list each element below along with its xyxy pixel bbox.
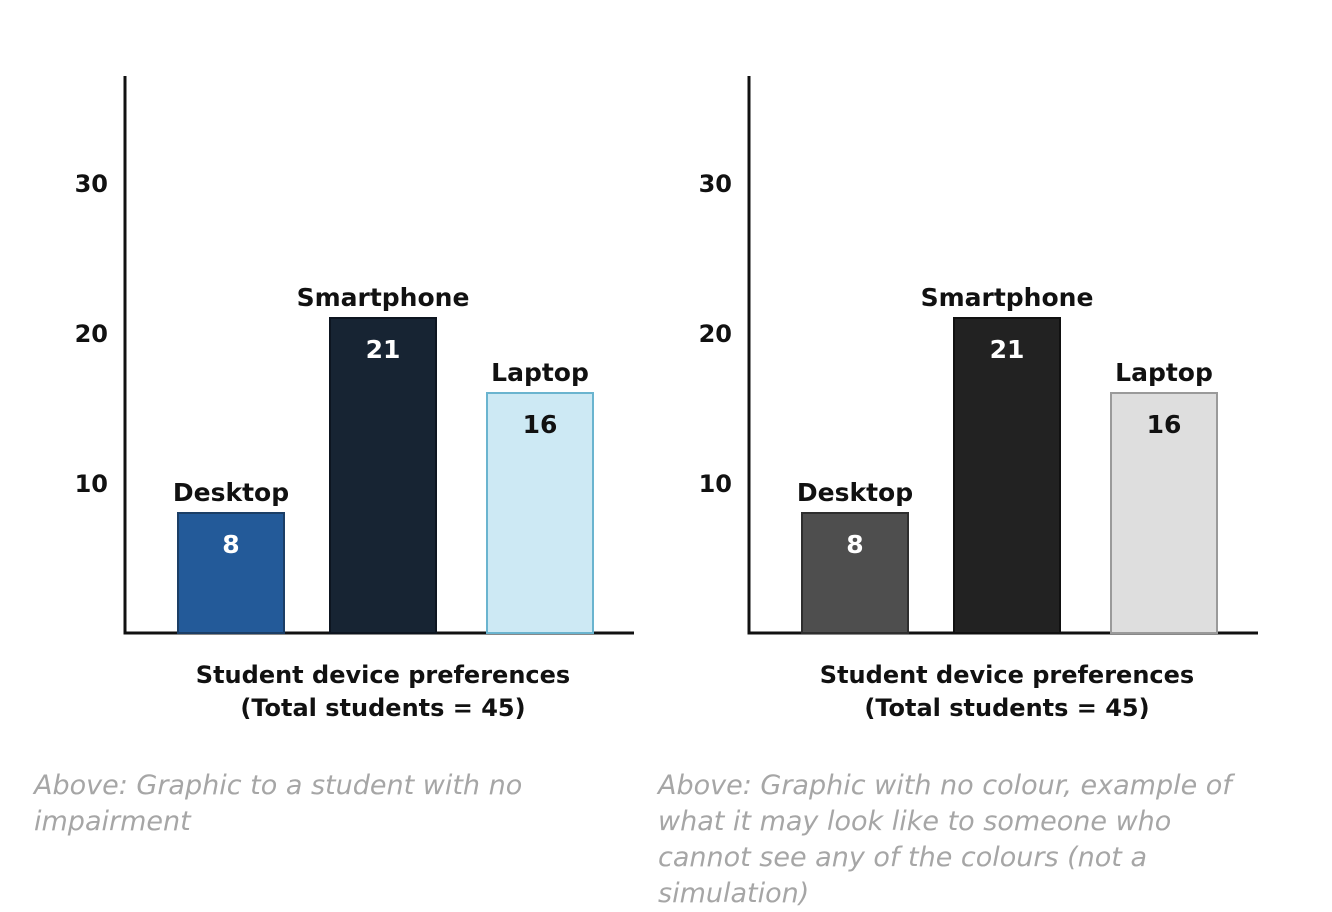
x-axis-title-line-2: (Total students = 45) — [240, 694, 525, 722]
category-label-laptop: Laptop — [491, 358, 589, 387]
bar-laptop — [1110, 392, 1218, 634]
value-label-smartphone: 21 — [366, 335, 401, 364]
category-label-smartphone: Smartphone — [297, 283, 470, 312]
bar-smartphone — [953, 317, 1061, 634]
bar-chart-greyscale: 10 20 30 Desktop 8 Smartphone 21 Laptop 16 Studen… — [699, 76, 1258, 722]
caption-greyscale: Above: Graphic with no colour, example o… — [658, 770, 1232, 909]
x-axis-title-line-1: Student device preferences — [196, 661, 570, 689]
bar-smartphone — [329, 317, 437, 634]
y-tick-label-10: 10 — [699, 470, 732, 498]
bar-desktop — [801, 512, 909, 634]
value-label-laptop: 16 — [1147, 410, 1182, 439]
y-tick-label-20: 20 — [75, 320, 108, 348]
category-label-desktop: Desktop — [797, 478, 913, 507]
bar-desktop — [177, 512, 285, 634]
bar-laptop — [486, 392, 594, 634]
category-label-desktop: Desktop — [173, 478, 289, 507]
value-label-desktop: 8 — [846, 530, 863, 559]
value-label-desktop: 8 — [222, 530, 239, 559]
bar-chart-colour: 10 20 30 Desktop 8 Smartphone 21 Laptop 16 Studen… — [75, 76, 634, 722]
value-label-smartphone: 21 — [990, 335, 1025, 364]
x-axis-title-line-1: Student device preferences — [820, 661, 1194, 689]
chart-panel-colour: 10 20 30 Desktop 8 Smartphone 21 Laptop 16 Studen… — [0, 0, 640, 896]
category-label-laptop: Laptop — [1115, 358, 1213, 387]
category-label-smartphone: Smartphone — [921, 283, 1094, 312]
chart-panel-greyscale: 10 20 30 Desktop 8 Smartphone 21 Laptop 16 Studen… — [624, 0, 1264, 909]
x-axis-title-line-2: (Total students = 45) — [864, 694, 1149, 722]
y-tick-label-10: 10 — [75, 470, 108, 498]
caption-colour: Above: Graphic to a student with no impa… — [34, 770, 523, 837]
y-tick-label-30: 30 — [75, 170, 108, 198]
value-label-laptop: 16 — [523, 410, 558, 439]
y-tick-label-30: 30 — [699, 170, 732, 198]
y-tick-label-20: 20 — [699, 320, 732, 348]
